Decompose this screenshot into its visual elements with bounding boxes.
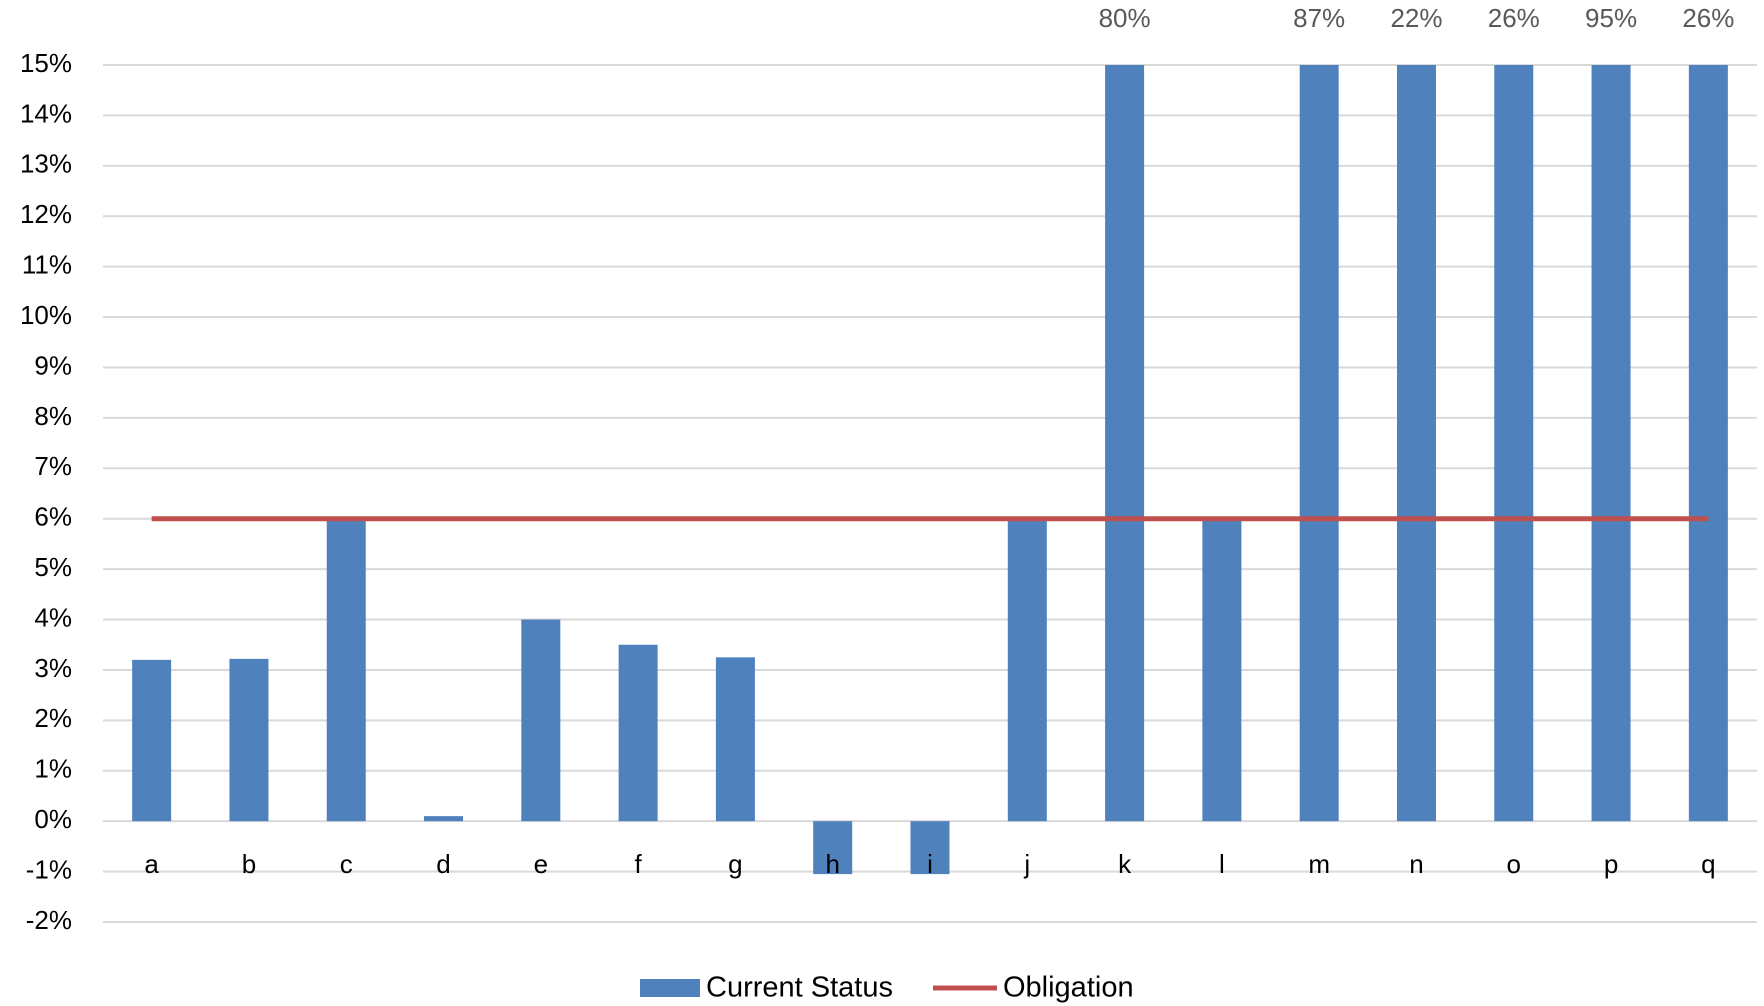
x-tick-label: d	[436, 849, 450, 879]
x-tick-label: o	[1507, 849, 1521, 879]
bar	[1105, 65, 1145, 822]
bar	[1396, 65, 1436, 822]
y-tick-label: 7%	[34, 451, 72, 481]
bar	[1591, 65, 1631, 822]
bar	[715, 657, 755, 822]
x-tick-label: f	[635, 849, 643, 879]
grid: -2% -1% 0% 1% 2% 3% 4% 5% 6% 7% 8% 9% 10% 11% 12% 13% 14…	[20, 48, 1757, 935]
x-tick-label: i	[927, 849, 933, 879]
bar	[132, 659, 172, 822]
bar	[1007, 518, 1047, 822]
legend-label: Obligation	[1003, 972, 1134, 1004]
y-tick-label: -2%	[26, 905, 72, 935]
y-tick-label: 9%	[34, 350, 72, 380]
legend-label: Current Status	[706, 972, 893, 1004]
y-tick-label: 3%	[34, 653, 72, 683]
x-tick-label: n	[1409, 849, 1423, 879]
value-label: 95%	[1585, 3, 1637, 33]
x-tick-label: p	[1604, 849, 1618, 879]
bar	[813, 821, 853, 875]
y-tick-label: 0%	[34, 804, 72, 834]
bar	[521, 619, 561, 822]
x-tick-label: k	[1118, 849, 1132, 879]
bar	[326, 518, 366, 822]
y-tick-label: 10%	[20, 300, 72, 330]
bar	[1202, 518, 1242, 822]
bar	[1299, 65, 1339, 822]
x-tick-label: b	[242, 849, 256, 879]
y-tick-label: 12%	[20, 199, 72, 229]
bar	[229, 658, 269, 822]
bar	[1688, 65, 1728, 822]
y-tick-label: 8%	[34, 401, 72, 431]
value-label: 87%	[1293, 3, 1345, 33]
x-tick-label: g	[728, 849, 742, 879]
overlay: 80% 87% 22% 26% 95% 26% a b c d e f g h i j k l m n o p q Curre…	[144, 3, 1734, 1004]
bar	[1494, 65, 1534, 822]
legend-swatch	[640, 979, 700, 997]
x-tick-label: m	[1308, 849, 1330, 879]
x-tick-label: j	[1023, 849, 1030, 879]
y-tick-label: 4%	[34, 602, 72, 632]
y-tick-label: 13%	[20, 149, 72, 179]
value-label: 26%	[1682, 3, 1734, 33]
x-tick-label: c	[340, 849, 353, 879]
bar	[424, 816, 464, 822]
value-label: 22%	[1390, 3, 1442, 33]
y-tick-label: 11%	[22, 250, 72, 280]
y-tick-label: 1%	[34, 754, 72, 784]
x-tick-label: h	[825, 849, 839, 879]
y-tick-label: 6%	[34, 502, 72, 532]
y-tick-label: 14%	[20, 98, 72, 128]
x-tick-label: l	[1219, 849, 1225, 879]
bar	[618, 644, 658, 822]
y-tick-label: 2%	[34, 703, 72, 733]
y-tick-label: 5%	[34, 552, 72, 582]
value-label: 80%	[1099, 3, 1151, 33]
bars	[132, 65, 1728, 875]
x-tick-label: a	[144, 849, 159, 879]
bar	[910, 821, 950, 875]
x-tick-label: e	[534, 849, 548, 879]
value-label: 26%	[1488, 3, 1540, 33]
y-tick-label: 15%	[20, 48, 72, 78]
x-tick-label: q	[1701, 849, 1715, 879]
y-tick-label: -1%	[26, 854, 72, 884]
